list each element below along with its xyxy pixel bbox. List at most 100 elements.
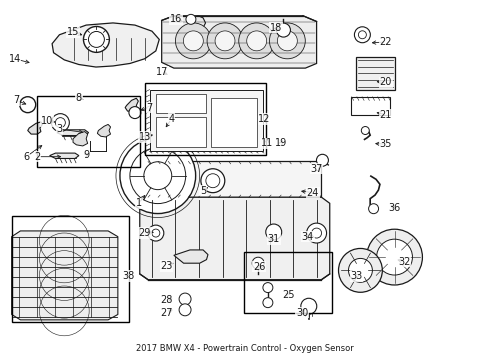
Circle shape (300, 298, 316, 314)
Circle shape (368, 204, 378, 214)
Polygon shape (162, 16, 316, 68)
Circle shape (51, 114, 69, 132)
Text: 33: 33 (350, 271, 362, 281)
Text: 32: 32 (397, 257, 409, 267)
Circle shape (354, 27, 369, 43)
Text: 25: 25 (282, 291, 294, 301)
Circle shape (152, 229, 160, 237)
Text: 30: 30 (295, 308, 307, 318)
Polygon shape (125, 98, 138, 111)
Text: 38: 38 (122, 271, 134, 281)
Bar (211, 98, 256, 147)
Circle shape (238, 23, 274, 59)
Circle shape (120, 138, 195, 213)
Circle shape (338, 248, 382, 292)
Circle shape (311, 228, 321, 238)
Text: 13: 13 (138, 132, 150, 142)
Bar (350, 97, 389, 115)
Text: 3: 3 (56, 124, 62, 134)
Circle shape (205, 174, 220, 188)
Bar (146, 161, 321, 197)
Circle shape (129, 107, 141, 118)
Bar (38, 96, 140, 167)
Polygon shape (186, 16, 205, 30)
Text: 31: 31 (267, 234, 279, 244)
Circle shape (55, 118, 65, 127)
Text: 17: 17 (155, 67, 167, 77)
Text: 8: 8 (76, 93, 82, 103)
Bar (12, 216, 128, 321)
Circle shape (88, 31, 104, 48)
Text: 22: 22 (379, 37, 391, 47)
Text: 9: 9 (83, 150, 89, 160)
Circle shape (215, 31, 235, 51)
Polygon shape (140, 197, 329, 280)
Text: 1: 1 (136, 198, 142, 208)
Text: 7: 7 (146, 103, 152, 113)
Text: 2017 BMW X4 - Powertrain Control - Oxygen Sensor: 2017 BMW X4 - Powertrain Control - Oxyge… (135, 344, 353, 353)
Polygon shape (73, 132, 87, 146)
Circle shape (306, 223, 326, 243)
Circle shape (263, 298, 272, 308)
Text: 16: 16 (170, 14, 182, 24)
Circle shape (183, 31, 203, 51)
Polygon shape (97, 125, 110, 137)
Circle shape (263, 283, 272, 293)
Text: 4: 4 (168, 114, 174, 124)
Polygon shape (174, 250, 207, 263)
Text: 18: 18 (269, 23, 282, 33)
Circle shape (20, 97, 36, 113)
Circle shape (185, 14, 196, 24)
Circle shape (175, 23, 211, 59)
Text: 29: 29 (138, 228, 150, 238)
Text: 10: 10 (41, 116, 53, 126)
Polygon shape (50, 153, 79, 158)
Circle shape (147, 225, 163, 241)
Text: 26: 26 (252, 262, 265, 272)
Polygon shape (52, 23, 159, 67)
Circle shape (269, 23, 305, 59)
Circle shape (265, 224, 281, 240)
Text: 36: 36 (387, 203, 400, 213)
Circle shape (179, 293, 191, 305)
Polygon shape (28, 122, 42, 134)
Circle shape (143, 162, 171, 190)
Text: 15: 15 (67, 27, 79, 37)
Circle shape (358, 31, 366, 39)
Polygon shape (57, 130, 88, 135)
Text: 14: 14 (8, 54, 20, 64)
Text: 7: 7 (13, 95, 20, 105)
Text: 5: 5 (200, 186, 206, 196)
Circle shape (276, 23, 290, 37)
Text: 23: 23 (160, 261, 172, 271)
Text: 12: 12 (258, 114, 270, 124)
Text: 21: 21 (379, 110, 391, 120)
Text: 35: 35 (379, 139, 391, 149)
Text: 24: 24 (306, 188, 318, 198)
Text: 2: 2 (34, 152, 41, 162)
Text: 28: 28 (160, 295, 172, 305)
Text: 11: 11 (260, 139, 272, 148)
Bar (156, 94, 205, 113)
Circle shape (201, 169, 224, 193)
Text: 27: 27 (160, 308, 172, 318)
Circle shape (179, 304, 191, 316)
Circle shape (316, 154, 328, 166)
Text: 20: 20 (379, 77, 391, 87)
Circle shape (348, 258, 372, 282)
Bar (149, 90, 263, 151)
Text: 37: 37 (310, 163, 322, 174)
Circle shape (130, 148, 185, 204)
Text: 34: 34 (301, 232, 313, 242)
Circle shape (277, 31, 297, 51)
Circle shape (83, 27, 109, 52)
Circle shape (361, 126, 368, 135)
Bar (144, 83, 266, 155)
Bar (355, 57, 394, 90)
Circle shape (252, 257, 264, 269)
Bar (156, 117, 205, 147)
Text: 6: 6 (23, 152, 29, 162)
Circle shape (366, 229, 422, 285)
Circle shape (376, 239, 411, 275)
Polygon shape (12, 231, 118, 320)
